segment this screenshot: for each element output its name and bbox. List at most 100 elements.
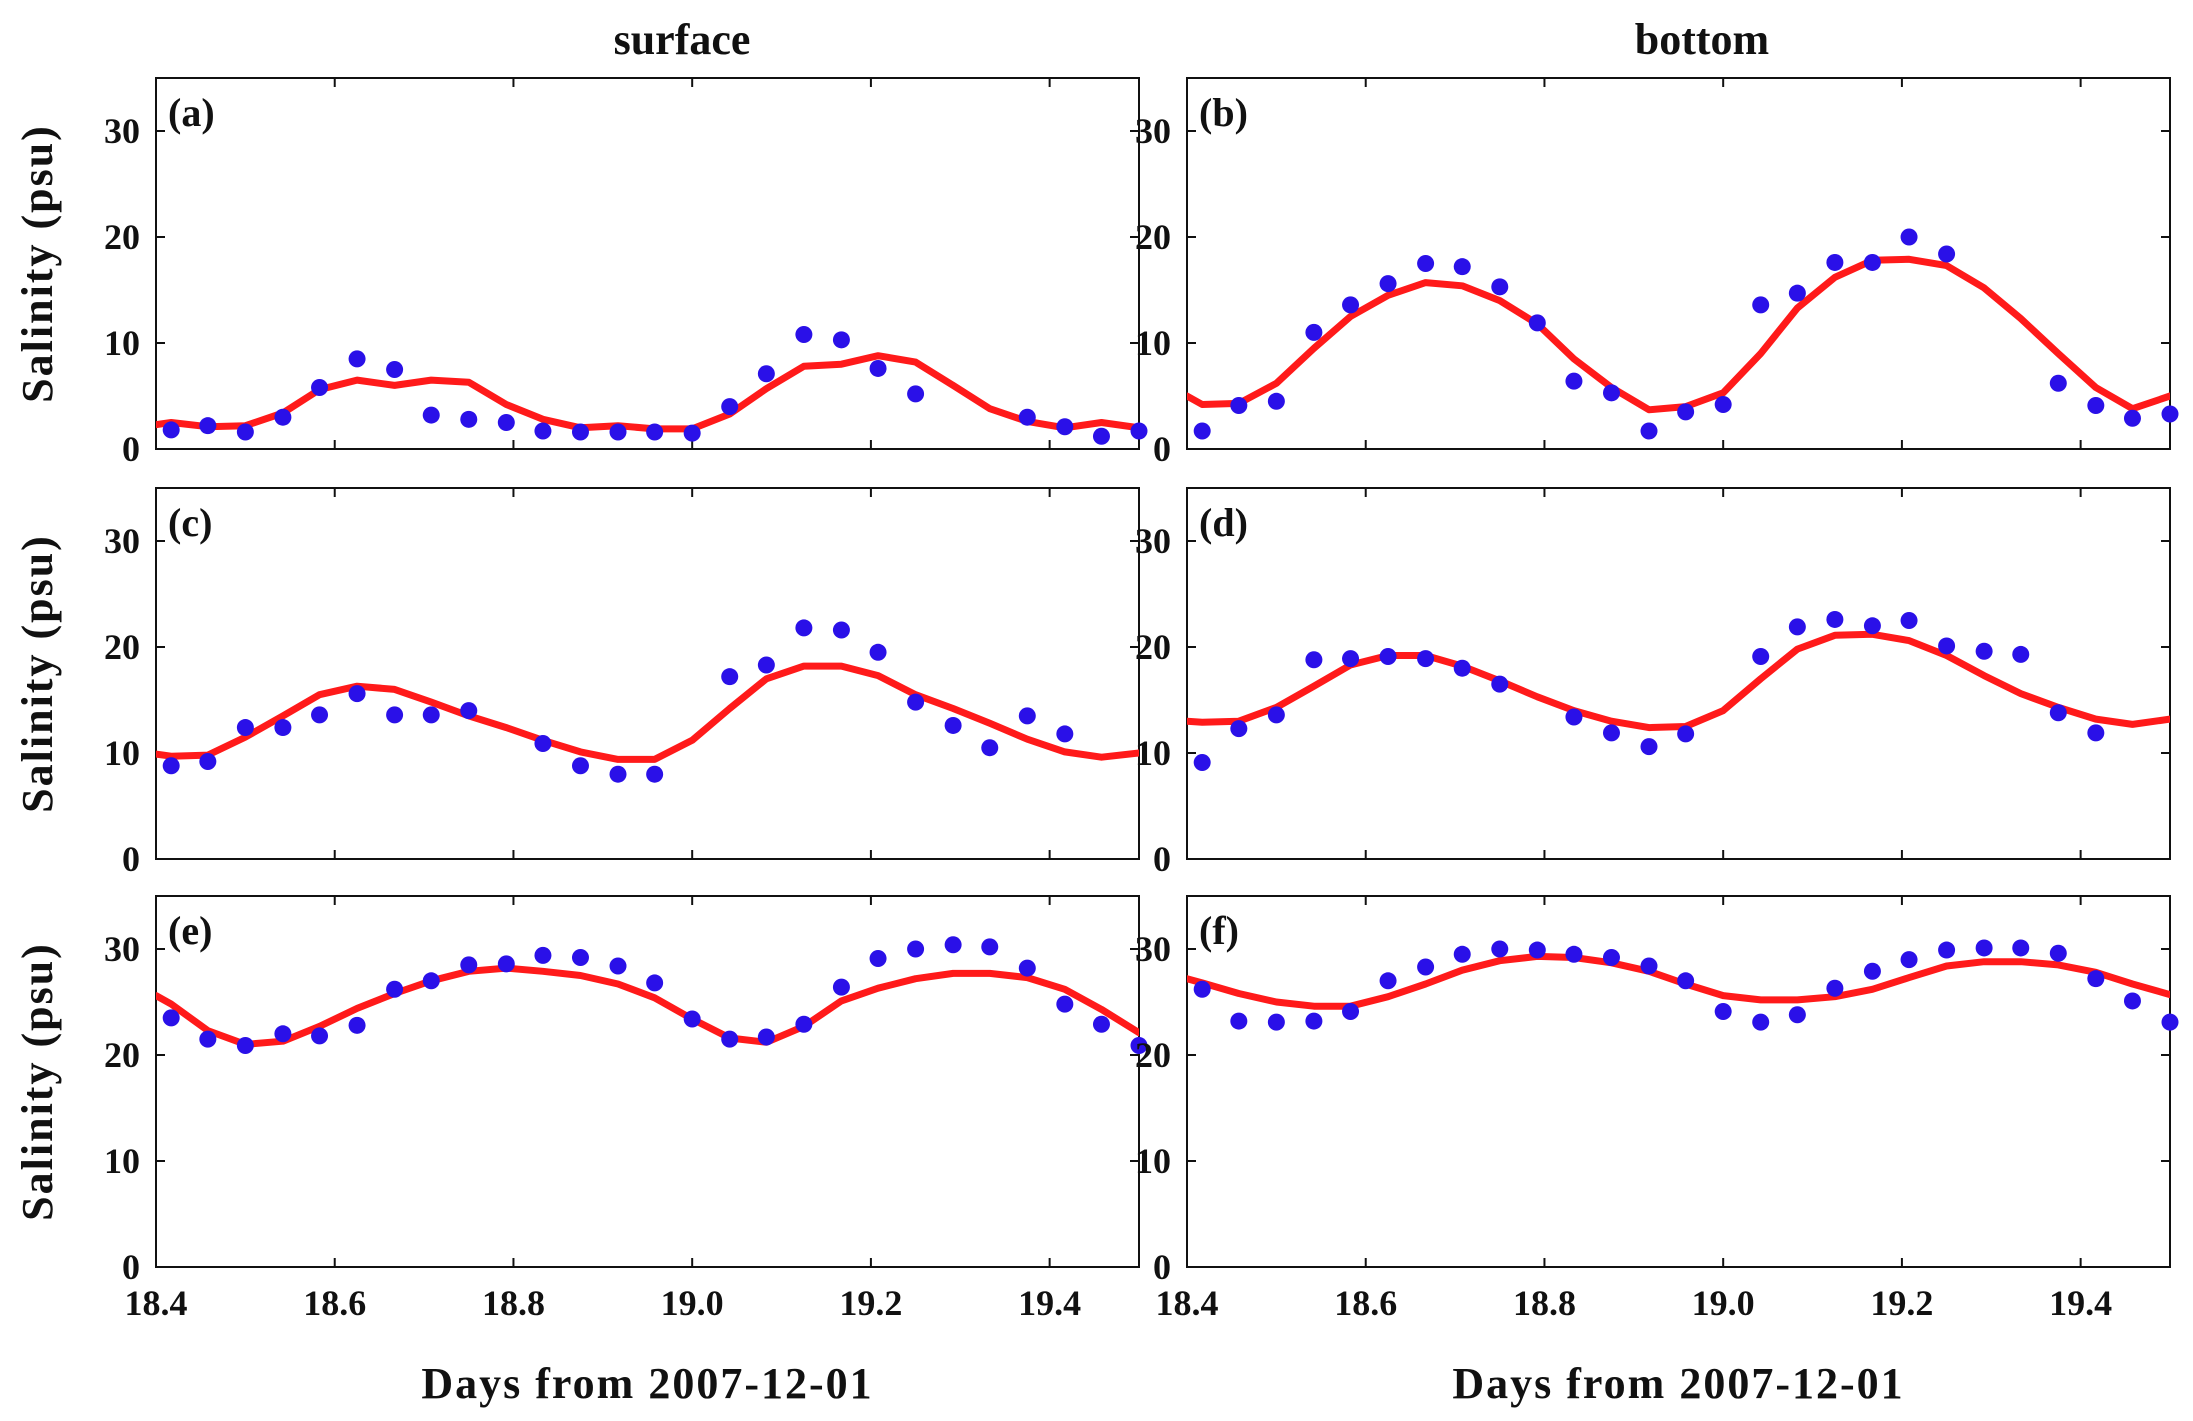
observed-point: [497, 955, 515, 973]
observed-point: [422, 706, 440, 724]
x-tick-label: 18.6: [303, 1283, 366, 1323]
observed-point: [721, 1030, 739, 1048]
observed-point: [609, 957, 627, 975]
observed-point: [1788, 284, 1806, 302]
model-line: [1187, 630, 2170, 732]
x-tick-label: 18.8: [1513, 1283, 1576, 1323]
observed-point: [1305, 323, 1323, 341]
observed-point: [757, 656, 775, 674]
observed-point: [1230, 397, 1248, 415]
observed-point: [907, 940, 925, 958]
observed-point: [1379, 648, 1397, 666]
observed-point: [1230, 1012, 1248, 1030]
observed-point: [1602, 948, 1620, 966]
observed-point: [1305, 651, 1323, 669]
observed-point: [1193, 754, 1211, 772]
observed-point: [832, 978, 850, 996]
column-title-surface: surface: [614, 15, 751, 64]
observed-point: [1417, 958, 1435, 976]
panel-label: (a): [168, 90, 215, 135]
x-tick-label: 19.2: [839, 1283, 902, 1323]
observed-point: [1230, 720, 1248, 738]
observed-point: [1130, 422, 1148, 440]
observed-point: [646, 974, 664, 992]
observed-point: [1602, 384, 1620, 402]
observed-point: [2161, 1013, 2179, 1031]
y-tick-label: 0: [1153, 1247, 1171, 1287]
observed-point: [460, 702, 478, 720]
observed-point: [311, 706, 329, 724]
y-tick-label: 20: [104, 627, 140, 667]
observed-point: [1863, 617, 1881, 635]
observed-point: [795, 1015, 813, 1033]
observed-point: [609, 423, 627, 441]
observed-point: [274, 719, 292, 737]
y-tick-label: 30: [104, 111, 140, 151]
y-tick-label: 30: [104, 929, 140, 969]
panel-label: (d): [1199, 500, 1248, 545]
observed-point: [571, 757, 589, 775]
panel-e: 0 10 20 30 18.4 18.6 18.8 19.0 19.2 19.4 (e) Salini…: [13, 895, 1148, 1408]
observed-point: [1342, 296, 1360, 314]
observed-point: [869, 643, 887, 661]
model-line: [156, 964, 1139, 1048]
observed-point: [2049, 944, 2067, 962]
x-axis-label: Days from 2007-12-01: [1452, 1359, 1904, 1408]
panel-d: 0 10 20 30 (d): [1135, 487, 2171, 879]
y-tick-label: 10: [1135, 323, 1171, 363]
observed-point: [162, 421, 180, 439]
observed-point: [497, 414, 515, 431]
observed-point: [646, 765, 664, 783]
x-tick-label: 19.0: [661, 1283, 724, 1323]
observed-point: [869, 359, 887, 377]
observed-point: [162, 1009, 180, 1027]
observed-point: [1056, 418, 1074, 436]
y-tick-label: 0: [122, 1247, 140, 1287]
observed-point: [1900, 612, 1918, 629]
y-axis-label: Salinity (psu): [13, 124, 62, 403]
model-line: [1187, 255, 2170, 414]
y-tick-label: 30: [1135, 929, 1171, 969]
observed-point: [1863, 962, 1881, 980]
observed-point: [386, 361, 404, 378]
observed-point: [1491, 278, 1509, 296]
observed-point: [422, 972, 440, 990]
plot-frame: [155, 77, 1140, 450]
observed-point: [1826, 253, 1844, 271]
y-tick-label: 0: [1153, 429, 1171, 469]
observed-point: [2012, 939, 2030, 957]
observed-point: [1267, 1013, 1285, 1031]
observed-point: [1491, 940, 1509, 958]
observed-point: [348, 685, 366, 703]
observed-point: [1565, 372, 1583, 390]
observed-point: [1900, 228, 1918, 246]
observed-point: [1938, 941, 1956, 959]
observed-point: [236, 719, 254, 737]
observed-point: [981, 938, 999, 956]
observed-point: [1193, 980, 1211, 998]
observed-point: [2087, 970, 2105, 988]
y-axis-label: Salinity (psu): [13, 534, 62, 813]
plot-frame: [155, 487, 1140, 860]
observed-point: [832, 621, 850, 639]
x-axis-label: Days from 2007-12-01: [421, 1359, 873, 1408]
observed-point: [1056, 725, 1074, 743]
observed-point: [907, 385, 925, 403]
observed-point: [460, 956, 478, 974]
observed-point: [981, 739, 999, 757]
observed-point: [1528, 941, 1546, 959]
observed-point: [1714, 1003, 1732, 1021]
observed-point: [348, 350, 366, 368]
observed-point: [1193, 422, 1211, 440]
panels-group: 0 10 20 30 (a) Salinity (psu) 0 10 20 30 (b) 0 10 20 3…: [13, 77, 2179, 1408]
observed-point: [1565, 945, 1583, 963]
observed-point: [422, 406, 440, 424]
model-line: [156, 352, 1139, 433]
observed-point: [1640, 422, 1658, 440]
observed-point: [236, 1036, 254, 1054]
observed-point: [2123, 992, 2141, 1010]
observed-point: [2012, 645, 2030, 663]
observed-point: [386, 706, 404, 724]
panel-label: (f): [1199, 908, 1239, 953]
observed-point: [1752, 296, 1770, 314]
